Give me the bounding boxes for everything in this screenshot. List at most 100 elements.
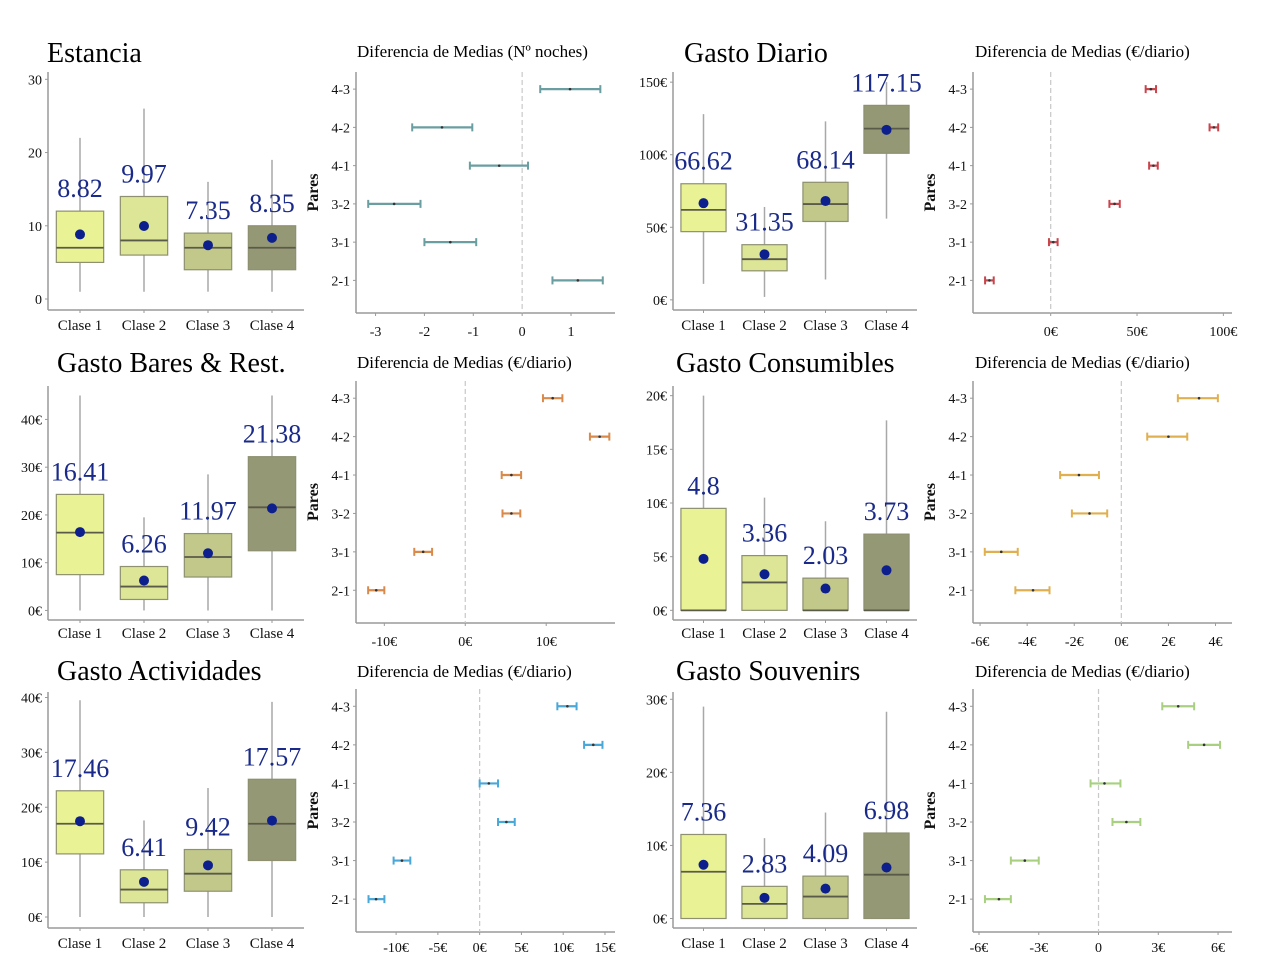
estimate-point <box>497 164 501 167</box>
x-tick-label: -4€ <box>1018 635 1037 650</box>
gasto-actividades-box-chart: Gasto Actividades 0€ 10€ 20€ 30€ 40€ 17.46 Clas… <box>21 656 304 952</box>
y-tick-label: 30 <box>28 73 42 88</box>
pair-label: 3-2 <box>948 507 967 522</box>
pair-label: 4-1 <box>331 469 350 484</box>
mean-point <box>267 232 277 243</box>
pair-label: 3-1 <box>948 236 967 251</box>
mean-label: 17.46 <box>51 754 110 783</box>
mean-label: 17.57 <box>243 742 302 771</box>
mean-label: 6.98 <box>864 796 910 825</box>
y-tick-label: 20€ <box>646 766 667 781</box>
estimate-point <box>374 588 378 592</box>
mean-label: 66.62 <box>674 147 733 176</box>
pair-label: 4-3 <box>331 83 350 98</box>
y-tick-label: 5€ <box>653 551 667 566</box>
estimate-point <box>510 473 513 477</box>
mean-label: 4.8 <box>687 471 720 500</box>
box-1 <box>680 833 727 920</box>
mean-point <box>820 195 831 206</box>
pair-label: 4-2 <box>948 739 967 754</box>
y-tick-label: 30€ <box>646 693 667 708</box>
y-axis-title: Pares <box>922 792 939 830</box>
y-tick-label: 20€ <box>21 801 42 816</box>
y-tick-label: 0 <box>35 293 42 308</box>
pair-label: 3-1 <box>331 236 350 251</box>
x-tick-label: 10€ <box>536 635 557 650</box>
pair-label: 4-1 <box>948 160 967 175</box>
y-axis-title: Pares <box>305 174 322 212</box>
x-tick-label: Clase 4 <box>864 318 909 334</box>
pair-label: 2-1 <box>948 584 967 599</box>
x-tick-label: 6€ <box>1211 941 1225 956</box>
pair-label: 4-2 <box>331 121 350 136</box>
pair-label: 2-1 <box>948 893 967 908</box>
x-tick-label: Clase 4 <box>250 626 295 642</box>
y-tick-label: 0€ <box>653 294 667 309</box>
mean-point <box>75 229 85 240</box>
chart-title: Diferencia de Medias (€/diario) <box>975 662 1190 681</box>
gasto-actividades-diff-chart: Diferencia de Medias (€/diario) Pares -10€… <box>305 662 615 956</box>
chart-title: Gasto Diario <box>684 38 828 69</box>
pair-label: 4-2 <box>331 739 350 754</box>
estancia-box-chart: Estancia 0 10 20 30 8.82 Clase 1 9.97 Clase 2 7.3… <box>28 38 304 334</box>
y-tick-label: 100€ <box>639 149 667 164</box>
y-tick-label: 30€ <box>21 461 42 476</box>
chart-title: Gasto Actividades <box>57 656 262 687</box>
x-tick-label: 5€ <box>514 941 528 956</box>
mean-point <box>139 876 149 887</box>
y-tick-label: 10€ <box>21 856 42 871</box>
mean-point <box>820 583 831 594</box>
x-tick-label: 1 <box>568 325 575 340</box>
pair-label: 4-3 <box>948 700 967 715</box>
estimate-point <box>400 859 404 862</box>
chart-title: Gasto Bares & Rest. <box>57 348 286 379</box>
mean-label: 9.42 <box>185 813 231 842</box>
estimate-point <box>1167 435 1170 438</box>
pair-label: 2-1 <box>331 893 350 908</box>
mean-label: 6.41 <box>121 833 167 862</box>
y-tick-label: 20€ <box>21 509 42 524</box>
x-tick-label: Clase 3 <box>186 626 231 642</box>
pair-label: 4-3 <box>331 700 350 715</box>
x-tick-label: -5€ <box>429 941 448 956</box>
estimate-point <box>1031 588 1035 592</box>
x-tick-label: -3 <box>370 325 382 340</box>
chart-title: Diferencia de Medias (€/diario) <box>975 42 1190 61</box>
chart-title: Gasto Souvenirs <box>676 656 860 687</box>
estimate-point <box>1088 512 1091 515</box>
pair-label: 4-2 <box>948 121 967 136</box>
gasto-diario-diff-chart: Diferencia de Medias (€/diario) Pares 0€ 50… <box>922 42 1237 340</box>
x-tick-label: 0€ <box>1044 325 1058 340</box>
x-tick-label: 50€ <box>1127 325 1148 340</box>
chart-title: Diferencia de Medias (Nº noches) <box>357 42 588 61</box>
mean-point <box>881 862 892 873</box>
mean-label: 8.35 <box>249 189 295 218</box>
x-tick-label: 0€ <box>458 635 472 650</box>
x-tick-label: Clase 2 <box>122 936 167 952</box>
gasto-diario-box-chart: Gasto Diario 0€ 50€ 100€ 150€ 66.62 Clase 1 31.… <box>639 38 922 334</box>
x-tick-label: Clase 1 <box>681 626 726 642</box>
pair-label: 3-2 <box>331 507 350 522</box>
x-tick-label: 2€ <box>1161 635 1175 650</box>
pair-label: 4-3 <box>948 392 967 407</box>
x-tick-label: Clase 2 <box>742 626 787 642</box>
estimate-point <box>591 743 595 747</box>
y-axis-title: Pares <box>922 174 939 212</box>
x-tick-label: Clase 3 <box>803 318 848 334</box>
gasto-bares-box-chart: Gasto Bares & Rest. 0€ 10€ 20€ 30€ 40€ 16.41 Cl… <box>21 348 304 642</box>
x-tick-label: Clase 3 <box>186 318 231 334</box>
mean-point <box>759 569 770 580</box>
x-tick-label: Clase 3 <box>803 626 848 642</box>
mean-label: 3.73 <box>864 497 910 526</box>
y-tick-label: 10€ <box>646 839 667 854</box>
x-tick-label: 15€ <box>594 941 615 956</box>
y-tick-label: 30€ <box>21 746 42 761</box>
mean-point <box>698 198 709 209</box>
estimate-point <box>566 704 569 708</box>
x-tick-label: -6€ <box>970 941 989 956</box>
mean-point <box>698 859 709 870</box>
estimate-point <box>1103 782 1106 785</box>
y-axis-title: Pares <box>305 483 322 521</box>
x-tick-label: Clase 4 <box>864 626 909 642</box>
